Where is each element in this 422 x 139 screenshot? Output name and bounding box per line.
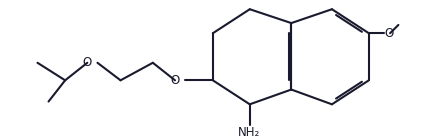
Text: O: O	[170, 74, 180, 87]
Text: O: O	[384, 27, 394, 40]
Text: NH₂: NH₂	[238, 126, 260, 139]
Text: O: O	[83, 56, 92, 69]
